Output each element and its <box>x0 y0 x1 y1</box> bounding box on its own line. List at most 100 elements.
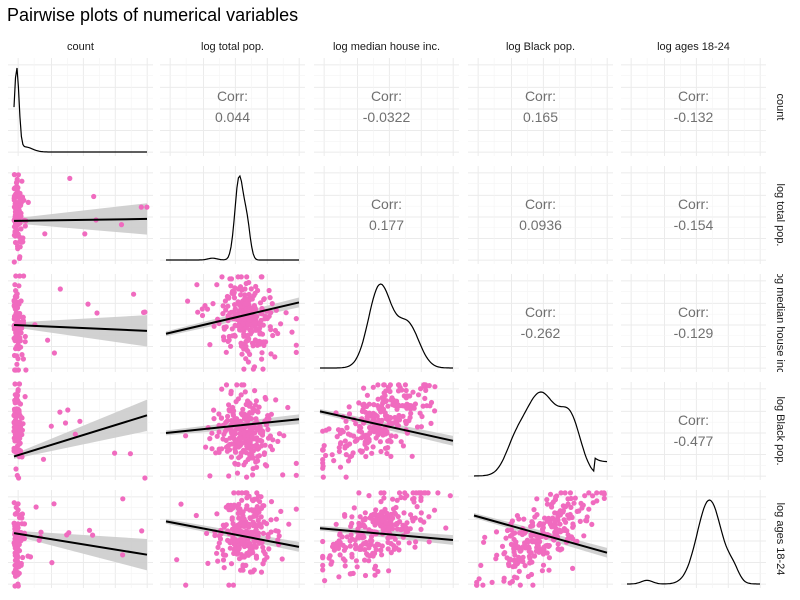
scatter-point <box>375 396 381 402</box>
scatter-point <box>261 451 267 457</box>
scatter-point <box>67 175 73 181</box>
scatter-point <box>23 367 29 373</box>
scatter-point <box>395 388 402 394</box>
scatter-point <box>22 339 28 345</box>
scatter-point <box>229 431 235 437</box>
scatter-point <box>388 433 394 439</box>
scatter-point <box>20 235 26 241</box>
scatter-point <box>207 473 213 479</box>
scatter-point <box>262 462 268 468</box>
scatter-point <box>11 412 18 418</box>
scatter-point <box>120 496 126 502</box>
scatter-point <box>212 532 218 539</box>
scatter-point <box>211 416 217 422</box>
scatter-point <box>245 418 251 424</box>
column-label-log-black-pop: log Black pop. <box>506 41 575 53</box>
scatter-point <box>508 527 514 533</box>
scatter-point <box>478 562 484 569</box>
scatter-point <box>286 521 292 527</box>
scatter-point <box>12 511 18 517</box>
scatter-point <box>418 386 424 392</box>
scatter-point <box>383 520 389 526</box>
scatter-point <box>245 359 251 365</box>
scatter-point <box>320 538 326 545</box>
scatter-point <box>16 381 23 387</box>
scatter-point <box>383 388 389 394</box>
scatter-point <box>257 300 264 306</box>
chart-title: Pairwise plots of numerical variables <box>7 5 299 25</box>
scatter-point <box>360 402 366 408</box>
scatter-point <box>12 239 19 246</box>
scatter-point <box>426 539 432 545</box>
scatter-point <box>372 412 378 418</box>
scatter-point <box>207 436 213 442</box>
scatter-point <box>218 415 225 421</box>
scatter-point <box>435 490 441 496</box>
corr-label: Corr: <box>525 304 556 320</box>
scatter-point <box>342 563 348 569</box>
scatter-point <box>202 303 208 309</box>
scatter-point <box>402 495 408 501</box>
scatter-point <box>12 583 18 589</box>
scatter-point <box>270 437 276 443</box>
corr-value: -0.262 <box>521 325 561 341</box>
scatter-point <box>211 323 217 329</box>
scatter-point <box>555 546 561 552</box>
scatter-point <box>252 337 258 343</box>
scatter-point <box>253 283 259 290</box>
scatter-point <box>16 475 22 481</box>
scatter-point <box>396 417 403 423</box>
scatter-point <box>378 547 384 553</box>
scatter-point <box>243 280 249 287</box>
scatter-point <box>387 414 393 421</box>
scatter-point <box>219 386 225 392</box>
scatter-point <box>371 511 377 517</box>
scatter-point <box>207 342 213 348</box>
scatter-point <box>388 550 394 556</box>
scatter-point <box>383 398 389 404</box>
scatter-point <box>503 535 509 541</box>
scatter-point <box>542 515 548 521</box>
scatter-point <box>226 402 232 408</box>
scatter-point <box>512 561 519 567</box>
scatter-point <box>509 518 515 524</box>
scatter-point <box>396 547 402 553</box>
scatter-point <box>365 434 371 440</box>
scatter-point <box>568 495 574 502</box>
scatter-point <box>221 324 227 330</box>
scatter-point <box>244 474 250 480</box>
scatter-point <box>413 539 419 545</box>
panel-log-total-pop-vs-log-black-pop: Corr: 0.0936 <box>468 166 613 264</box>
scatter-point <box>411 495 417 501</box>
scatter-point <box>362 441 368 447</box>
panel-log-median-house-inc-vs-log-ages-18-24: Corr: -0.129 <box>621 274 766 372</box>
scatter-point <box>393 511 399 517</box>
scatter-point <box>362 572 369 579</box>
scatter-point <box>554 493 560 499</box>
density-curve <box>627 499 760 585</box>
corr-label: Corr: <box>217 88 248 104</box>
scatter-point <box>366 410 372 416</box>
scatter-point <box>17 335 23 341</box>
scatter-point <box>260 322 266 328</box>
panel-count-vs-log-median-house-inc: Corr: -0.0322 <box>314 58 459 156</box>
scatter-point <box>16 535 23 541</box>
scatter-point <box>476 576 482 582</box>
scatter-point <box>245 432 251 438</box>
scatter-point <box>273 516 279 522</box>
scatter-point <box>337 532 343 538</box>
scatter-point <box>273 397 279 403</box>
scatter-point <box>90 532 96 538</box>
scatter-point <box>256 341 262 347</box>
scatter-point <box>391 543 397 549</box>
scatter-point <box>570 521 576 527</box>
scatter-point <box>388 453 394 459</box>
scatter-point <box>232 323 238 329</box>
scatter-point <box>352 542 358 548</box>
scatter-point <box>387 388 393 395</box>
scatter-point <box>275 438 281 444</box>
corr-label: Corr: <box>371 196 402 212</box>
scatter-point <box>250 366 256 372</box>
scatter-point <box>94 310 100 316</box>
scatter-point <box>131 291 137 297</box>
